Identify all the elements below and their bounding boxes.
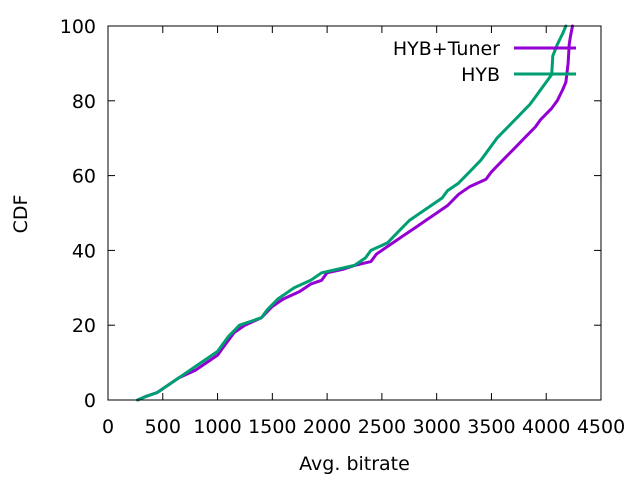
y-axis-title: CDF <box>10 195 32 234</box>
series-layer <box>136 24 574 402</box>
x-tick-label: 1500 <box>248 416 296 438</box>
legend-label: HYB <box>461 64 500 86</box>
plot-frame <box>107 25 602 401</box>
y-tick-label: 100 <box>60 16 96 38</box>
x-tick-label: 4000 <box>522 416 570 438</box>
y-tick-label: 60 <box>72 166 96 188</box>
y-tick-label: 80 <box>72 91 96 113</box>
legend: HYB+Tuner HYB <box>393 38 576 86</box>
x-axis-title: Avg. bitrate <box>299 453 410 475</box>
x-tick-label: 2500 <box>358 416 406 438</box>
x-tick-label: 0 <box>102 416 114 438</box>
x-tick-label: 3000 <box>412 416 460 438</box>
ticks-layer: 0 500 1000 1500 2000 2500 3000 3500 4000 4500 0 20 4… <box>60 16 625 438</box>
legend-label: HYB+Tuner <box>393 38 500 60</box>
x-tick-label: 4500 <box>577 416 625 438</box>
x-tick-label: 2000 <box>303 416 351 438</box>
y-tick-label: 40 <box>72 240 96 262</box>
y-tick-label: 20 <box>72 315 96 337</box>
x-tick-label: 500 <box>145 416 181 438</box>
series-line-hyb-tuner <box>136 24 574 402</box>
y-tick-label: 0 <box>84 390 96 412</box>
x-tick-label: 1000 <box>193 416 241 438</box>
series-line-hyb <box>136 24 568 402</box>
x-tick-label: 3500 <box>467 416 515 438</box>
